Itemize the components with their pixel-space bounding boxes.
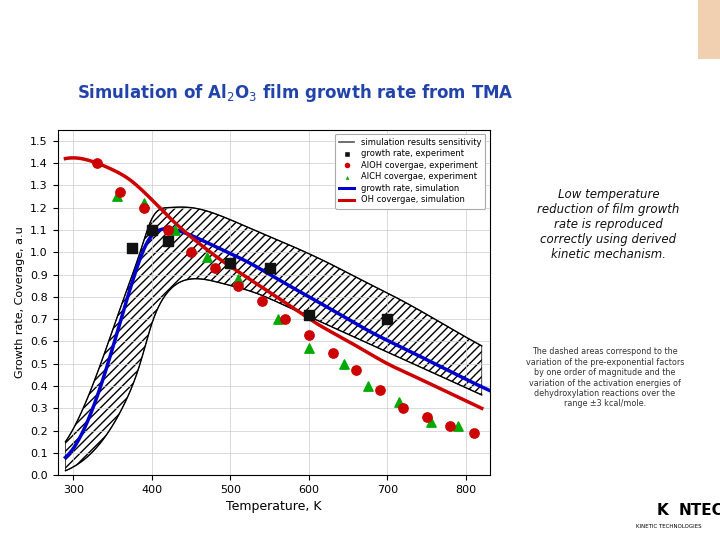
Point — [162, 226, 174, 234]
Point — [170, 226, 181, 234]
Point — [201, 252, 212, 261]
Point — [114, 188, 126, 197]
Point — [338, 360, 350, 368]
Point — [271, 315, 283, 323]
Text: The dashed areas correspond to the
variation of the pre-exponential factors
by o: The dashed areas correspond to the varia… — [526, 348, 684, 408]
Point — [425, 417, 436, 426]
Point — [421, 413, 433, 422]
Point — [362, 382, 374, 390]
Point — [444, 422, 456, 430]
Point — [162, 237, 174, 245]
Point — [264, 264, 276, 272]
Point — [233, 281, 244, 290]
Point — [303, 344, 315, 353]
Point — [91, 159, 103, 167]
Bar — [698, 0, 720, 59]
Point — [185, 248, 197, 256]
Text: KINETIC TECHNOLOGIES: KINETIC TECHNOLOGIES — [636, 524, 702, 529]
Point — [303, 330, 315, 339]
Point — [111, 192, 122, 201]
Text: Low temperature
reduction of film growth
rate is reproduced
correctly using deri: Low temperature reduction of film growth… — [537, 187, 680, 261]
Point — [452, 422, 464, 430]
Point — [225, 259, 236, 268]
Point — [374, 386, 385, 395]
Text: actor scale modeling of thin film deposition: actor scale modeling of thin film deposi… — [7, 23, 521, 43]
Point — [279, 315, 291, 323]
Text: NTECH: NTECH — [678, 503, 720, 518]
Point — [138, 199, 150, 207]
Point — [303, 310, 315, 319]
Point — [468, 429, 480, 437]
Point — [233, 275, 244, 284]
Point — [394, 397, 405, 406]
Point — [138, 204, 150, 212]
Legend: simulation results sensitivity, growth rate, experiment, AlOH covergae, experime: simulation results sensitivity, growth r… — [335, 134, 485, 208]
Point — [209, 264, 220, 272]
Point — [256, 297, 268, 306]
Point — [397, 404, 409, 413]
Text: K: K — [657, 503, 668, 518]
Point — [127, 244, 138, 252]
Point — [351, 366, 362, 375]
Point — [382, 315, 393, 323]
Point — [327, 348, 338, 357]
Y-axis label: Growth rate, Coverage, a.u: Growth rate, Coverage, a.u — [14, 226, 24, 379]
Text: Simulation of Al$_2$O$_3$ film growth rate from TMA: Simulation of Al$_2$O$_3$ film growth ra… — [77, 82, 513, 104]
Point — [146, 226, 158, 234]
X-axis label: Temperature, K: Temperature, K — [226, 501, 321, 514]
